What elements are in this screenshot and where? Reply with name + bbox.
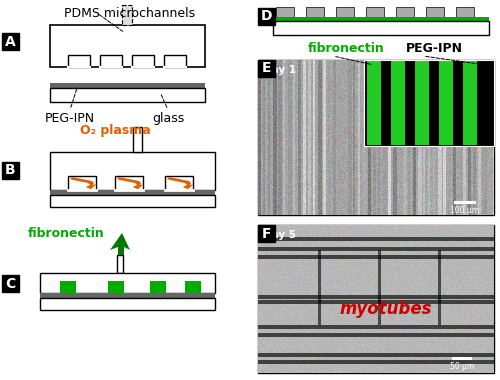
Bar	[276, 7, 294, 17]
Bar	[2, 33, 19, 50]
Polygon shape	[133, 184, 144, 189]
Bar	[273, 17, 489, 21]
Bar	[456, 7, 474, 17]
Bar	[40, 273, 215, 293]
Bar	[258, 225, 494, 373]
Bar	[122, 5, 132, 25]
Bar	[68, 176, 96, 190]
Text: Day 5: Day 5	[263, 230, 296, 240]
Bar	[40, 293, 215, 298]
Bar	[150, 281, 166, 293]
Text: A: A	[5, 35, 16, 49]
Polygon shape	[167, 177, 191, 189]
Text: D: D	[261, 10, 272, 24]
Text: E: E	[262, 62, 271, 76]
Bar	[273, 21, 489, 35]
Bar	[133, 127, 142, 152]
Text: B: B	[5, 163, 16, 177]
Bar	[40, 298, 215, 310]
Bar	[68, 55, 90, 67]
Bar	[426, 7, 444, 17]
Bar	[396, 7, 414, 17]
Polygon shape	[70, 177, 94, 189]
Bar	[366, 7, 384, 17]
Bar	[454, 201, 476, 204]
Bar	[60, 281, 76, 293]
Text: 100 μm: 100 μm	[450, 206, 480, 215]
Bar	[164, 55, 186, 67]
Bar	[367, 61, 381, 145]
Bar	[258, 225, 275, 242]
Bar	[463, 61, 477, 145]
Bar	[2, 162, 19, 179]
Polygon shape	[86, 184, 97, 189]
Bar	[258, 60, 275, 77]
Bar	[50, 83, 205, 88]
Bar	[306, 7, 324, 17]
Bar	[165, 176, 193, 190]
Bar	[415, 61, 429, 145]
Text: O₂ plasma: O₂ plasma	[80, 124, 151, 137]
Bar	[185, 281, 201, 293]
Bar	[117, 255, 123, 273]
Text: PEG-IPN: PEG-IPN	[406, 42, 463, 55]
Bar	[132, 55, 154, 67]
Polygon shape	[110, 233, 130, 255]
Text: F: F	[262, 226, 271, 241]
Bar	[391, 61, 405, 145]
Bar	[439, 61, 453, 145]
Bar	[50, 25, 205, 67]
Bar	[50, 195, 215, 207]
Bar	[50, 152, 215, 190]
Text: myotubes: myotubes	[340, 300, 432, 318]
Text: fibronectin: fibronectin	[308, 42, 385, 55]
Text: 50 μm: 50 μm	[450, 362, 474, 371]
Bar	[108, 281, 124, 293]
Text: Day 1: Day 1	[263, 65, 296, 75]
Bar	[115, 176, 143, 190]
Bar	[258, 60, 494, 215]
Text: C: C	[6, 277, 16, 290]
Polygon shape	[183, 184, 194, 189]
Text: fibronectin: fibronectin	[28, 227, 105, 240]
Text: PEG-IPN: PEG-IPN	[45, 112, 95, 125]
Text: glass: glass	[152, 112, 184, 125]
Bar	[364, 60, 494, 146]
Bar	[258, 8, 275, 25]
Text: PDMS microchannels: PDMS microchannels	[64, 7, 196, 20]
Bar	[452, 357, 472, 360]
Bar	[336, 7, 354, 17]
Bar	[50, 190, 215, 195]
Bar	[100, 55, 122, 67]
Bar	[50, 88, 205, 102]
Bar	[364, 60, 494, 146]
Bar	[2, 275, 19, 292]
Polygon shape	[117, 177, 141, 189]
